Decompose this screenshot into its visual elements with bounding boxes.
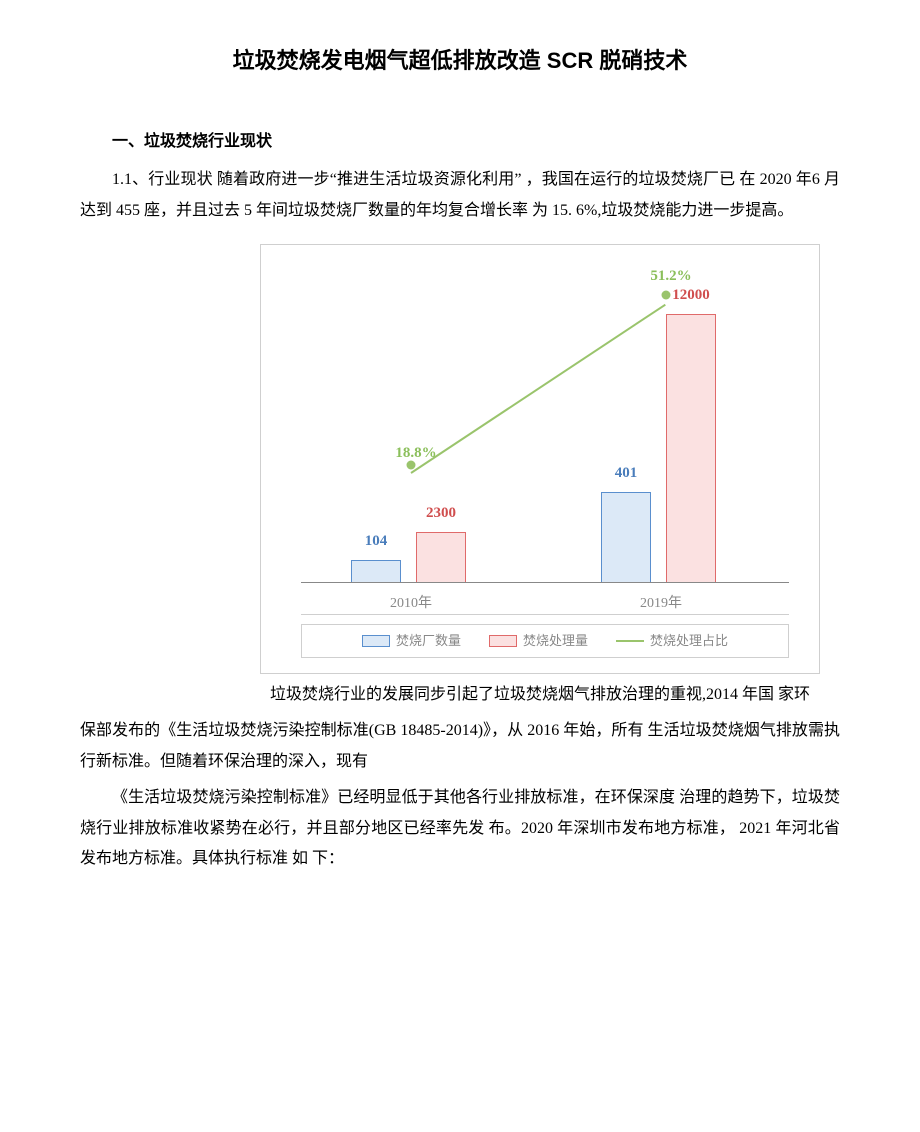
legend-text-volume: 焚烧处理量 <box>523 629 588 654</box>
section-1-heading: 一、垃圾焚烧行业现状 <box>80 127 840 157</box>
legend-swatch-line <box>616 640 644 642</box>
chart-legend: 焚烧厂数量 焚烧处理量 焚烧处理占比 <box>301 624 789 658</box>
industry-growth-chart: 104 2300 401 12000 18.8% 51.2% 2010年 201… <box>260 244 820 674</box>
chart-plot-area: 104 2300 401 12000 18.8% 51.2% <box>301 265 789 583</box>
chart-caption: 垃圾焚烧行业的发展同步引起了垃圾焚烧烟气排放治理的重视,2014 年国 家环 <box>260 680 820 710</box>
legend-text-ratio: 焚烧处理占比 <box>650 629 728 654</box>
bar-2010-volume <box>416 532 466 582</box>
x-label-2010: 2010年 <box>390 591 432 618</box>
label-ratio-2010: 18.8% <box>376 439 456 468</box>
label-2010-volume: 2300 <box>401 499 481 528</box>
legend-swatch-blue <box>362 635 390 647</box>
x-axis-labels: 2010年 2019年 <box>301 587 789 615</box>
document-title: 垃圾焚烧发电烟气超低排放改造 SCR 脱硝技术 <box>80 40 840 82</box>
label-2010-count: 104 <box>336 527 416 556</box>
trend-dot-2019 <box>662 290 671 299</box>
x-label-2019: 2019年 <box>640 591 682 618</box>
paragraph-2: 保部发布的《生活垃圾焚烧污染控制标准(GB 18485-2014)》，从 201… <box>80 716 840 777</box>
bar-2019-volume <box>666 314 716 582</box>
legend-swatch-red <box>489 635 517 647</box>
legend-item-volume: 焚烧处理量 <box>489 629 588 654</box>
legend-item-count: 焚烧厂数量 <box>362 629 461 654</box>
paragraph-3: 《生活垃圾焚烧污染控制标准》已经明显低于其他各行业排放标准，在环保深度 治理的趋… <box>80 783 840 874</box>
legend-item-ratio: 焚烧处理占比 <box>616 629 728 654</box>
paragraph-1: 1.1、行业现状 随着政府进一步“推进生活垃圾资源化利用” ，我国在运行的垃圾焚… <box>80 165 840 226</box>
bar-2010-count <box>351 560 401 582</box>
label-ratio-2019: 51.2% <box>631 262 711 291</box>
label-2019-count: 401 <box>586 459 666 488</box>
legend-text-count: 焚烧厂数量 <box>396 629 461 654</box>
bar-2019-count <box>601 492 651 582</box>
